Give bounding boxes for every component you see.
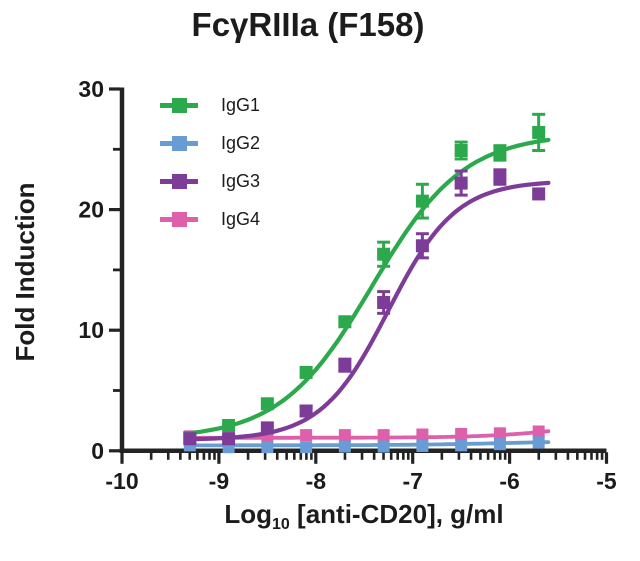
legend-item-igg4: IgG4: [160, 200, 260, 238]
igg3-square-marker-icon: [171, 173, 187, 189]
svg-text:0: 0: [91, 438, 104, 464]
svg-text:-6: -6: [499, 468, 519, 494]
igg2-square-marker-icon: [171, 135, 187, 151]
legend-item-igg1: IgG1: [160, 86, 260, 124]
igg4-swatch: [160, 211, 198, 227]
x-axis-label-sub: 10: [272, 516, 290, 534]
igg2-swatch: [160, 135, 198, 151]
legend-label-igg1: IgG1: [221, 94, 261, 115]
svg-text:20: 20: [78, 197, 104, 223]
chart-title: FcγRIIIa (F158): [191, 6, 425, 43]
legend-label-igg4: IgG4: [221, 208, 261, 229]
legend-item-igg3: IgG3: [160, 162, 260, 200]
x-axis-label-suffix: [anti-CD20], g/ml: [289, 499, 504, 529]
svg-text:10: 10: [78, 317, 104, 343]
x-axis-label: Log10 [anti-CD20], g/ml: [64, 499, 640, 534]
legend-item-igg2: IgG2: [160, 124, 260, 162]
svg-text:-7: -7: [402, 468, 422, 494]
legend: IgG1 IgG2 IgG3 IgG4: [160, 86, 260, 238]
igg4-square-marker-icon: [171, 211, 187, 227]
igg1-square-marker-icon: [171, 97, 187, 113]
svg-text:-9: -9: [209, 468, 229, 494]
x-axis-label-prefix: Log: [224, 499, 273, 529]
igg3-swatch: [160, 173, 198, 189]
legend-label-igg2: IgG2: [221, 132, 261, 153]
svg-text:-10: -10: [105, 468, 138, 494]
igg1-swatch: [160, 97, 198, 113]
svg-text:-5: -5: [596, 468, 617, 494]
svg-text:30: 30: [78, 76, 104, 102]
svg-text:-8: -8: [306, 468, 327, 494]
legend-label-igg3: IgG3: [221, 170, 261, 191]
